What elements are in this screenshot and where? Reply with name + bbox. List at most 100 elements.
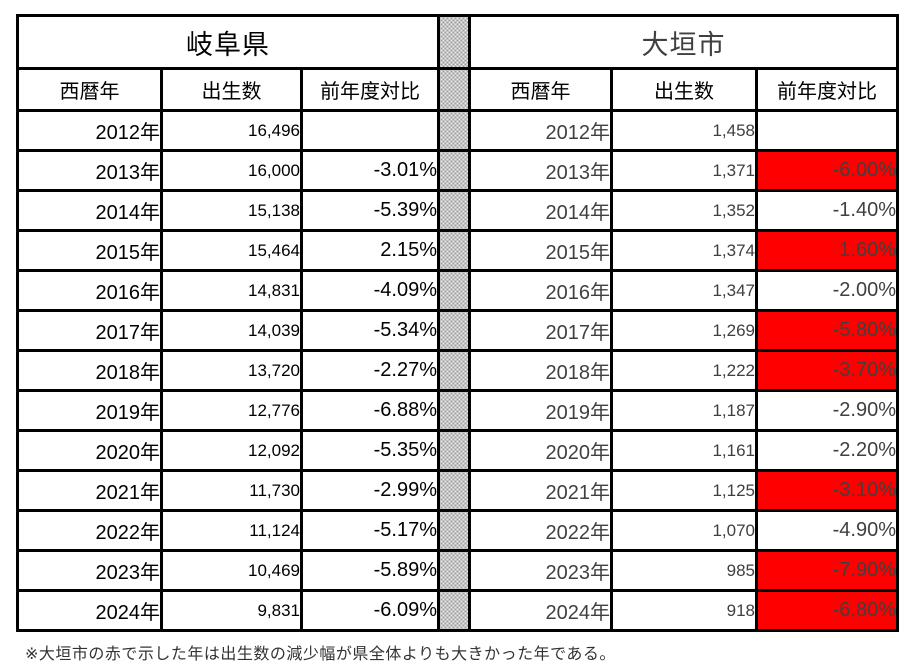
year-cell-gifu: 2014年	[16, 189, 163, 232]
births-cell-ogaki: 1,125	[610, 469, 758, 512]
separator-cell	[437, 189, 471, 232]
year-cell-gifu: 2022年	[16, 509, 163, 552]
title-row: 岐阜県 大垣市	[16, 14, 899, 70]
col-header-pct-gifu: 前年度対比	[300, 67, 440, 112]
births-cell-ogaki: 985	[610, 549, 758, 592]
year-cell-gifu: 2024年	[16, 589, 163, 632]
pct-cell-ogaki: -2.00%	[755, 269, 899, 312]
year-cell-ogaki: 2015年	[468, 229, 613, 272]
footnote: ※大垣市の赤で示した年は出生数の減少幅が県全体よりも大きかった年である。	[25, 646, 616, 663]
pct-cell-gifu	[300, 109, 440, 152]
births-cell-ogaki: 918	[610, 589, 758, 632]
separator-cell	[437, 269, 471, 312]
table-row: 2022年 11,124 -5.17% 2022年 1,070 -4.90%	[16, 509, 899, 552]
births-cell-gifu: 11,730	[160, 469, 303, 512]
table-row: 2018年 13,720 -2.27% 2018年 1,222 -3.70%	[16, 349, 899, 392]
pct-cell-gifu: -6.88%	[300, 389, 440, 432]
births-cell-ogaki: 1,222	[610, 349, 758, 392]
pct-cell-gifu: -5.34%	[300, 309, 440, 352]
year-cell-gifu: 2020年	[16, 429, 163, 472]
pct-cell-ogaki: -4.90%	[755, 509, 899, 552]
births-cell-gifu: 12,776	[160, 389, 303, 432]
separator-cell	[437, 109, 471, 152]
pct-cell-ogaki: -3.70%	[755, 349, 899, 392]
pct-cell-ogaki: -5.80%	[755, 309, 899, 352]
year-cell-gifu: 2015年	[16, 229, 163, 272]
separator-cell	[437, 389, 471, 432]
year-cell-gifu: 2012年	[16, 109, 163, 152]
pct-cell-gifu: -5.35%	[300, 429, 440, 472]
year-cell-ogaki: 2017年	[468, 309, 613, 352]
separator-cell	[437, 229, 471, 272]
pct-cell-gifu: -2.27%	[300, 349, 440, 392]
table-row: 2012年 16,496 2012年 1,458	[16, 109, 899, 152]
pct-cell-ogaki: -7.90%	[755, 549, 899, 592]
births-cell-gifu: 10,469	[160, 549, 303, 592]
col-header-pct-ogaki: 前年度対比	[755, 67, 899, 112]
year-cell-gifu: 2023年	[16, 549, 163, 592]
year-cell-ogaki: 2013年	[468, 149, 613, 192]
table-row: 2019年 12,776 -6.88% 2019年 1,187 -2.90%	[16, 389, 899, 432]
year-cell-ogaki: 2021年	[468, 469, 613, 512]
pct-cell-ogaki: 1.60%	[755, 229, 899, 272]
table-row: 2024年 9,831 -6.09% 2024年 918 -6.80%	[16, 589, 899, 632]
pct-cell-gifu: -5.17%	[300, 509, 440, 552]
table-row: 2015年 15,464 2.15% 2015年 1,374 1.60%	[16, 229, 899, 272]
births-cell-ogaki: 1,269	[610, 309, 758, 352]
year-cell-gifu: 2013年	[16, 149, 163, 192]
pct-cell-ogaki	[755, 109, 899, 152]
births-cell-gifu: 14,831	[160, 269, 303, 312]
year-cell-ogaki: 2016年	[468, 269, 613, 312]
table-row: 2023年 10,469 -5.89% 2023年 985 -7.90%	[16, 549, 899, 592]
pct-cell-ogaki: -2.20%	[755, 429, 899, 472]
separator-cell	[437, 309, 471, 352]
births-comparison-table: 岐阜県 大垣市 西暦年 出生数 前年度対比 西暦年 出生数 前年度対比 2012…	[16, 14, 899, 632]
table-row: 2021年 11,730 -2.99% 2021年 1,125 -3.10%	[16, 469, 899, 512]
births-cell-gifu: 13,720	[160, 349, 303, 392]
year-cell-ogaki: 2019年	[468, 389, 613, 432]
separator-cell	[437, 589, 471, 632]
pct-cell-gifu: -5.39%	[300, 189, 440, 232]
separator-cell	[437, 549, 471, 592]
pct-cell-ogaki: -1.40%	[755, 189, 899, 232]
year-cell-gifu: 2018年	[16, 349, 163, 392]
pct-cell-gifu: -4.09%	[300, 269, 440, 312]
separator-cell	[437, 14, 471, 70]
year-cell-ogaki: 2022年	[468, 509, 613, 552]
births-cell-ogaki: 1,371	[610, 149, 758, 192]
pct-cell-gifu: -2.99%	[300, 469, 440, 512]
births-cell-gifu: 12,092	[160, 429, 303, 472]
births-cell-ogaki: 1,352	[610, 189, 758, 232]
year-cell-ogaki: 2012年	[468, 109, 613, 152]
separator-cell	[437, 509, 471, 552]
births-cell-ogaki: 1,187	[610, 389, 758, 432]
births-cell-gifu: 14,039	[160, 309, 303, 352]
pct-cell-gifu: 2.15%	[300, 229, 440, 272]
year-cell-ogaki: 2024年	[468, 589, 613, 632]
births-cell-gifu: 16,496	[160, 109, 303, 152]
births-cell-ogaki: 1,374	[610, 229, 758, 272]
pct-cell-ogaki: -6.80%	[755, 589, 899, 632]
separator-cell	[437, 149, 471, 192]
table-row: 2014年 15,138 -5.39% 2014年 1,352 -1.40%	[16, 189, 899, 232]
births-cell-ogaki: 1,458	[610, 109, 758, 152]
section-title-ogaki: 大垣市	[468, 14, 899, 70]
births-cell-gifu: 11,124	[160, 509, 303, 552]
year-cell-ogaki: 2023年	[468, 549, 613, 592]
year-cell-gifu: 2016年	[16, 269, 163, 312]
col-header-year-ogaki: 西暦年	[468, 67, 613, 112]
year-cell-gifu: 2019年	[16, 389, 163, 432]
separator-cell	[437, 469, 471, 512]
pct-cell-ogaki: -6.00%	[755, 149, 899, 192]
year-cell-ogaki: 2018年	[468, 349, 613, 392]
year-cell-gifu: 2021年	[16, 469, 163, 512]
table-row: 2017年 14,039 -5.34% 2017年 1,269 -5.80%	[16, 309, 899, 352]
pct-cell-gifu: -3.01%	[300, 149, 440, 192]
header-row: 西暦年 出生数 前年度対比 西暦年 出生数 前年度対比	[16, 67, 899, 112]
col-header-births-gifu: 出生数	[160, 67, 303, 112]
pct-cell-gifu: -5.89%	[300, 549, 440, 592]
separator-cell	[437, 67, 471, 112]
year-cell-ogaki: 2020年	[468, 429, 613, 472]
births-cell-gifu: 15,464	[160, 229, 303, 272]
col-header-year-gifu: 西暦年	[16, 67, 163, 112]
